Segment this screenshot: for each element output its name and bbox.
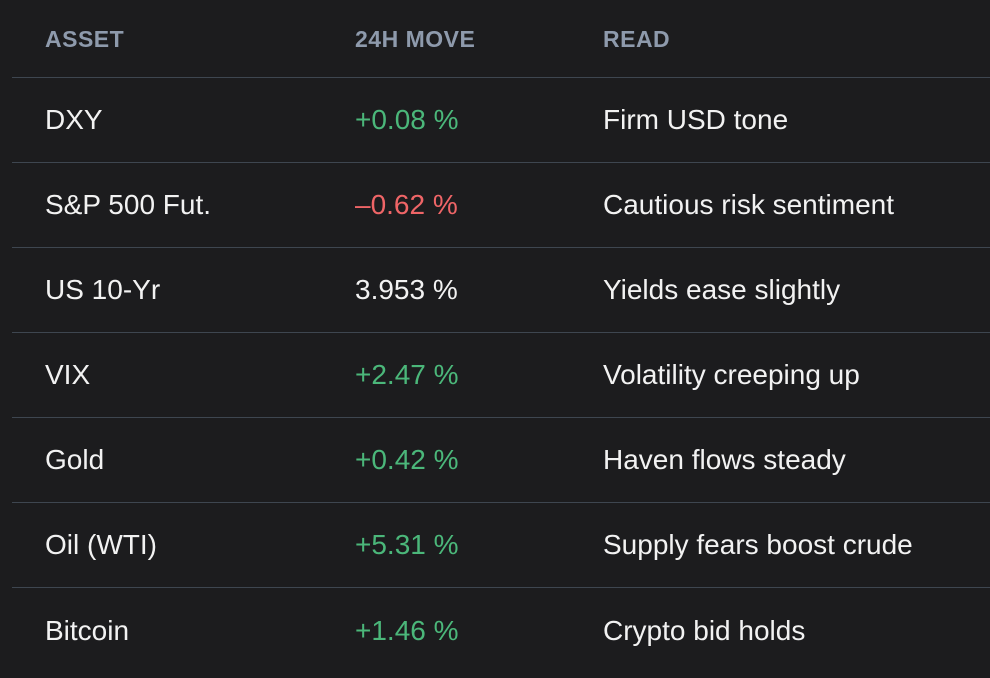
column-header-24h-move[interactable]: 24H MOVE <box>355 26 476 52</box>
move-value: 3.953 % <box>355 274 458 305</box>
market-table: ASSET 24H MOVE READ DXY +0.08 % Firm USD… <box>12 0 990 673</box>
move-value: +1.46 % <box>355 614 459 646</box>
read-text: Cautious risk sentiment <box>603 189 895 220</box>
table-body: DXY +0.08 % Firm USD tone S&P 500 Fut. –… <box>12 78 990 673</box>
asset-name: VIX <box>45 359 91 390</box>
asset-name: DXY <box>45 104 103 135</box>
table-row[interactable]: Gold +0.42 % Haven flows steady <box>12 418 990 503</box>
table-row[interactable]: VIX +2.47 % Volatility creeping up <box>12 333 990 418</box>
asset-name: Oil (WTI) <box>45 529 157 560</box>
table-row[interactable]: Oil (WTI) +5.31 % Supply fears boost cru… <box>12 503 990 588</box>
asset-name: Gold <box>45 444 105 475</box>
asset-name: Bitcoin <box>45 614 130 646</box>
asset-name: S&P 500 Fut. <box>45 189 212 220</box>
move-value: +2.47 % <box>355 359 459 390</box>
move-value: –0.62 % <box>355 189 458 220</box>
read-text: Yields ease slightly <box>603 274 841 305</box>
read-text: Volatility creeping up <box>603 359 860 390</box>
read-text: Crypto bid holds <box>603 614 806 646</box>
table-row[interactable]: US 10-Yr 3.953 % Yields ease slightly <box>12 248 990 333</box>
move-value: +0.08 % <box>355 104 459 135</box>
table-row[interactable]: Bitcoin +1.46 % Crypto bid holds <box>12 588 990 673</box>
move-value: +0.42 % <box>355 444 459 475</box>
table-row[interactable]: S&P 500 Fut. –0.62 % Cautious risk senti… <box>12 163 990 248</box>
table-header: ASSET 24H MOVE READ <box>12 0 990 78</box>
table-row[interactable]: DXY +0.08 % Firm USD tone <box>12 78 990 163</box>
column-header-read[interactable]: READ <box>603 26 671 52</box>
read-text: Haven flows steady <box>603 444 846 475</box>
asset-name: US 10-Yr <box>45 274 161 305</box>
move-value: +5.31 % <box>355 529 459 560</box>
read-text: Firm USD tone <box>603 104 789 135</box>
column-header-asset[interactable]: ASSET <box>45 26 125 52</box>
read-text: Supply fears boost crude <box>603 529 913 560</box>
